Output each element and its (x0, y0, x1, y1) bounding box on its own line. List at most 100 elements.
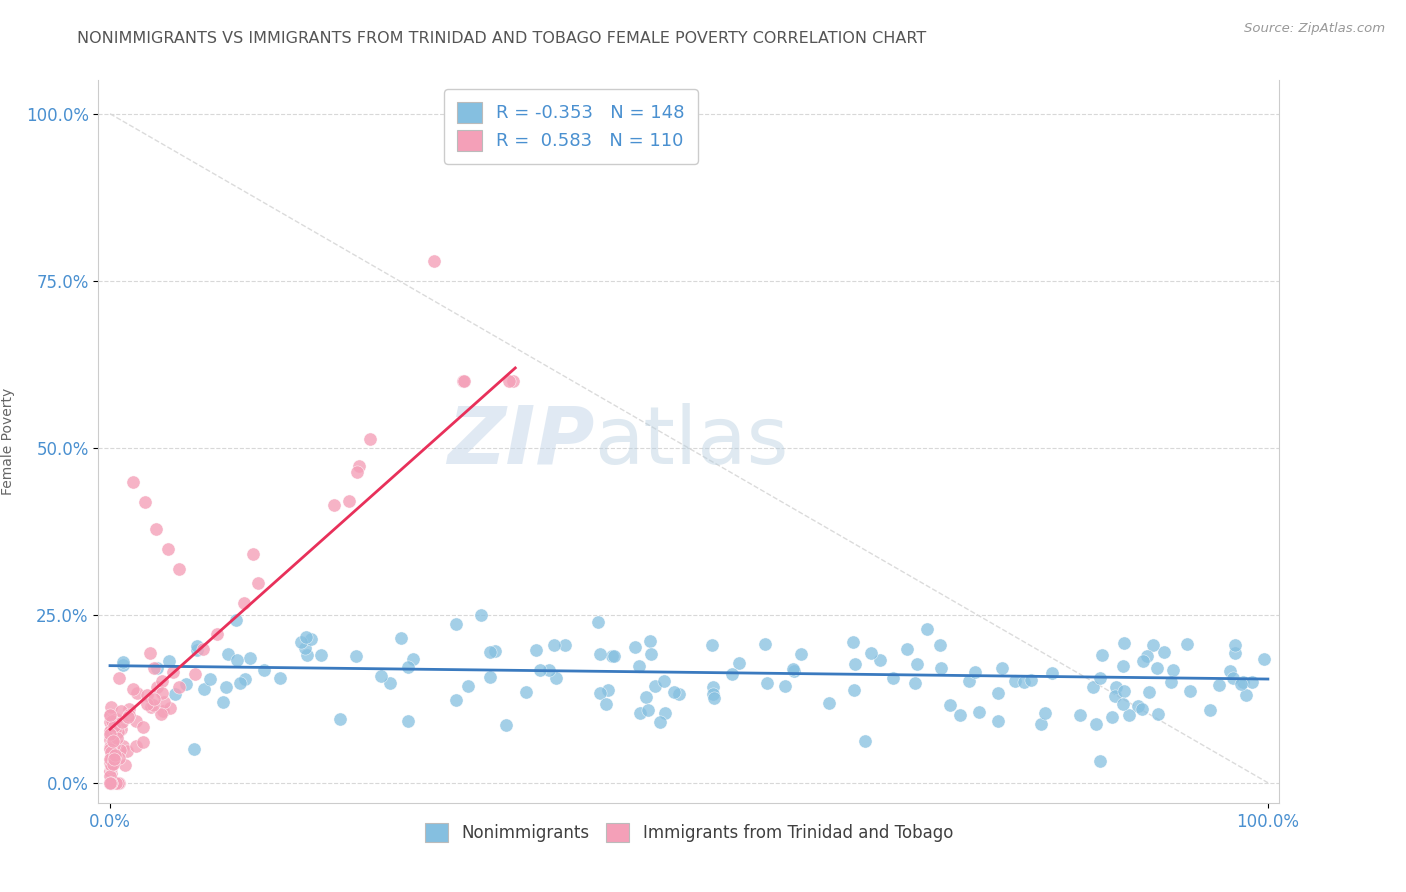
Point (515, 685, 537, 699)
Point (191, 642, 214, 657)
Point (1033, 706, 1056, 720)
Point (987, 714, 1010, 728)
Point (111, 739, 134, 753)
Point (1088, 755, 1111, 769)
Point (145, 521, 167, 535)
Point (721, 667, 744, 681)
Point (1178, 683, 1201, 698)
Point (389, 632, 412, 646)
Point (112, 658, 135, 673)
Point (156, 541, 179, 556)
Point (98, 708, 121, 723)
Point (1112, 636, 1135, 650)
Point (100, 757, 122, 772)
Point (125, 714, 148, 728)
Point (346, 465, 368, 479)
Point (98, 764, 121, 778)
Point (869, 652, 891, 666)
Point (235, 672, 257, 686)
Point (654, 706, 676, 721)
Point (229, 676, 252, 690)
Text: NONIMMIGRANTS VS IMMIGRANTS FROM TRINIDAD AND TOBAGO FEMALE POVERTY CORRELATION : NONIMMIGRANTS VS IMMIGRANTS FROM TRINIDA… (77, 31, 927, 46)
Point (896, 642, 918, 657)
Point (100, 776, 122, 790)
Point (100, 741, 122, 756)
Point (135, 688, 157, 702)
Point (818, 696, 841, 710)
Point (370, 669, 392, 683)
Point (600, 648, 623, 663)
Point (294, 641, 316, 656)
Point (131, 720, 153, 734)
Point (782, 662, 804, 676)
Point (929, 639, 952, 653)
Point (101, 741, 124, 756)
Point (111, 655, 134, 669)
Point (145, 661, 167, 675)
Point (98, 707, 121, 722)
Point (108, 776, 131, 790)
Point (108, 671, 131, 685)
Point (754, 637, 776, 651)
Point (1160, 675, 1182, 690)
Point (118, 707, 141, 722)
Point (107, 776, 129, 790)
Point (1004, 674, 1026, 689)
Point (380, 676, 402, 690)
Point (269, 671, 291, 685)
Point (150, 707, 173, 722)
Point (1175, 637, 1198, 651)
Point (98, 752, 121, 766)
Point (322, 498, 344, 512)
Point (186, 642, 208, 657)
Point (100, 713, 122, 727)
Point (495, 718, 517, 732)
Point (215, 680, 238, 694)
Point (111, 714, 134, 729)
Point (101, 744, 124, 758)
Point (103, 752, 125, 766)
Point (290, 635, 312, 649)
Point (98, 715, 121, 730)
Point (502, 375, 524, 389)
Point (118, 702, 141, 716)
Point (299, 632, 322, 646)
Point (1112, 697, 1135, 711)
Point (253, 663, 276, 677)
Point (225, 613, 247, 627)
Point (108, 751, 131, 765)
Point (703, 690, 725, 705)
Point (347, 458, 370, 473)
Point (359, 433, 381, 447)
Point (588, 615, 610, 629)
Point (152, 705, 174, 719)
Point (1142, 638, 1164, 652)
Point (929, 661, 952, 675)
Point (853, 734, 876, 748)
Point (344, 648, 367, 663)
Point (100, 727, 122, 741)
Point (478, 670, 501, 684)
Point (444, 693, 467, 707)
Y-axis label: Female Poverty: Female Poverty (0, 388, 14, 495)
Point (444, 616, 467, 631)
Point (100, 699, 122, 714)
Point (529, 663, 551, 677)
Point (329, 713, 352, 727)
Point (107, 724, 129, 739)
Point (1198, 703, 1220, 717)
Point (648, 714, 671, 729)
Point (100, 776, 122, 790)
Point (101, 733, 124, 747)
Point (991, 661, 1014, 675)
Point (205, 627, 228, 641)
Point (100, 766, 122, 780)
Point (1223, 646, 1246, 660)
Point (484, 644, 506, 658)
Point (100, 723, 122, 737)
Point (150, 673, 173, 688)
Point (101, 735, 124, 749)
Point (295, 630, 318, 644)
Point (949, 708, 972, 723)
Point (121, 682, 143, 697)
